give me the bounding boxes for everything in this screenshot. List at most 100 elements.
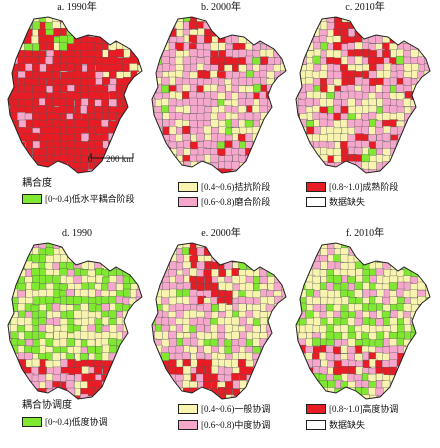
county-region [390, 169, 398, 177]
county-region [47, 147, 55, 155]
county-region [275, 255, 283, 263]
county-region [116, 373, 124, 381]
county-region [155, 15, 163, 23]
county-region [424, 29, 432, 37]
county-region [232, 141, 240, 149]
county-region [299, 134, 307, 142]
county-region [260, 163, 268, 171]
county-region [240, 22, 248, 30]
county-region [67, 119, 75, 127]
county-region [259, 98, 267, 106]
county-region [292, 141, 300, 149]
county-region [292, 16, 300, 24]
county-region [355, 311, 363, 319]
county-region [161, 77, 169, 85]
county-region [81, 331, 89, 339]
county-region [219, 282, 227, 290]
county-region [273, 176, 281, 177]
county-region [131, 120, 139, 128]
county-region [355, 127, 363, 135]
panel-title-b: b. 2000年 [148, 2, 294, 14]
county-region [305, 282, 313, 290]
county-region [67, 247, 75, 255]
county-region [292, 261, 300, 269]
county-region [137, 310, 145, 318]
county-region [293, 276, 301, 284]
county-region [137, 275, 145, 283]
county-region [280, 325, 288, 333]
county-region [274, 15, 282, 22]
county-region [123, 289, 131, 297]
county-region [130, 176, 138, 177]
county-region [115, 175, 123, 177]
county-region [424, 338, 432, 346]
county-region [419, 366, 427, 374]
county-region [4, 367, 12, 375]
county-region [102, 77, 110, 85]
county-region [410, 340, 418, 348]
county-region [122, 15, 130, 23]
county-region [4, 44, 12, 52]
county-region [168, 317, 176, 325]
county-region [405, 255, 413, 263]
county-region [425, 254, 433, 262]
county-region [313, 162, 321, 170]
county-region [67, 338, 75, 346]
county-region [314, 176, 322, 177]
county-region [261, 255, 269, 263]
county-region [19, 388, 27, 396]
county-region [375, 175, 383, 177]
county-region [273, 368, 281, 376]
county-region [268, 168, 276, 176]
county-region [405, 127, 413, 135]
county-region [148, 15, 156, 22]
county-region [281, 305, 289, 313]
county-region [67, 296, 75, 304]
county-region [156, 147, 164, 155]
county-region [431, 242, 438, 250]
county-region [334, 169, 342, 177]
county-region [298, 345, 306, 353]
county-region [11, 269, 19, 277]
county-region [81, 242, 89, 250]
county-region [425, 263, 433, 271]
county-region [52, 64, 60, 72]
county-region [292, 305, 300, 313]
county-region [259, 242, 267, 250]
county-region [46, 339, 54, 347]
county-region [17, 21, 25, 29]
county-region [75, 15, 83, 22]
county-region [432, 381, 438, 389]
county-region [66, 381, 74, 389]
county-region [87, 346, 95, 354]
county-region [260, 361, 268, 369]
county-region [18, 92, 26, 100]
county-region [389, 106, 397, 114]
county-region [432, 162, 438, 170]
county-region [168, 269, 176, 277]
county-region [432, 148, 438, 156]
county-region [411, 242, 419, 250]
county-region [281, 134, 289, 142]
legend-item: [0.4~0.6)一般协调 [178, 403, 270, 415]
county-region [73, 176, 81, 177]
county-region [313, 91, 321, 99]
county-region [211, 175, 219, 177]
county-region [162, 64, 170, 72]
county-region [116, 367, 124, 375]
county-region [306, 289, 314, 297]
county-region [231, 317, 239, 325]
county-region [282, 105, 290, 113]
county-region [136, 36, 144, 44]
county-region [74, 296, 82, 304]
county-region [299, 15, 307, 22]
county-region [148, 78, 156, 86]
county-region [11, 388, 19, 396]
county-region [109, 15, 117, 23]
county-region [389, 360, 397, 368]
county-region [390, 16, 398, 24]
county-region [183, 57, 191, 65]
county-region [273, 312, 281, 320]
county-region [218, 256, 226, 264]
county-region [162, 22, 170, 30]
